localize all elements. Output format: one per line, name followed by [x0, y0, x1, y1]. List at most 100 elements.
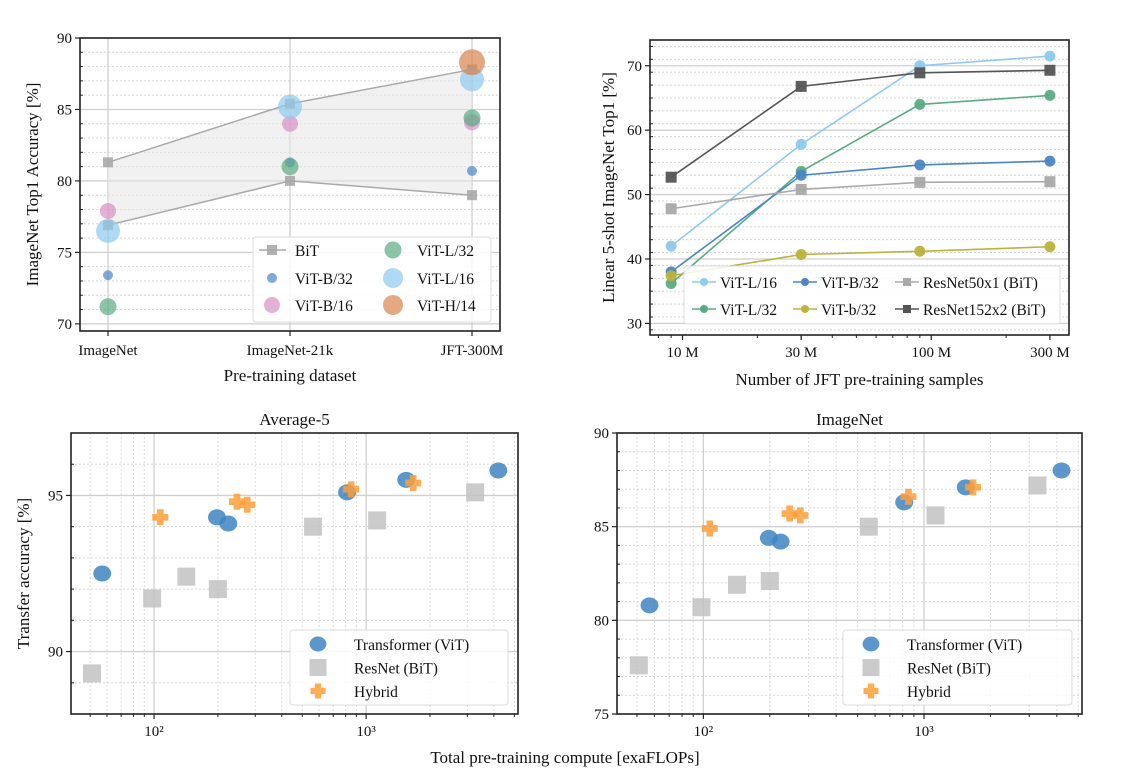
data-point — [665, 270, 677, 282]
x-axis-label: Number of JFT pre-training samples — [735, 370, 983, 389]
x-tick-label: 10³ — [914, 724, 934, 740]
data-point — [1044, 64, 1056, 76]
legend: ViT-L/16 ViT-B/32 ResNet50x1 (BiT) ViT-L/32… — [683, 265, 1061, 325]
legend-marker — [903, 305, 911, 313]
panel-title: Average-5 — [259, 410, 329, 429]
legend-marker — [801, 305, 809, 313]
panel-4: 75 80 85 90 10² 10³ ImageNet Transformer (ViT) R… — [594, 410, 1083, 740]
data-point — [665, 171, 677, 183]
legend-marker — [267, 245, 277, 255]
data-point-hybrid — [900, 488, 917, 505]
y-tick-label: 75 — [57, 245, 72, 261]
legend-marker — [383, 295, 403, 315]
data-point-vit-b-16 — [282, 115, 298, 132]
legend-label: ResNet50x1 (BiT) — [923, 275, 1038, 292]
data-point-transformer-vit- — [640, 597, 659, 614]
legend-label: ViT-b/32 — [821, 302, 876, 319]
series-line — [670, 94, 1050, 285]
data-point — [914, 98, 926, 110]
data-point-hybrid — [152, 509, 169, 526]
data-point — [795, 169, 807, 181]
legend-marker — [862, 636, 880, 652]
legend-marker — [863, 683, 879, 699]
panel-3: 90 95 10² 10³ Transfer accuracy [%] Average-5… — [14, 410, 519, 740]
legend-label: ViT-L/16 — [417, 271, 474, 288]
legend-marker — [801, 278, 809, 286]
data-point — [795, 80, 807, 92]
x-tick-label: 10² — [144, 724, 164, 740]
axes-frame — [649, 39, 1070, 336]
data-point-hybrid — [343, 481, 360, 498]
data-point-hybrid — [228, 493, 245, 510]
x-axis-label: Pre-training dataset — [224, 366, 357, 385]
legend-marker — [310, 683, 326, 699]
legend-label: ViT-L/32 — [720, 302, 777, 319]
x-tick-label: JFT-300M — [441, 343, 504, 359]
data-point-resnet-bit- — [926, 506, 945, 525]
data-point — [795, 248, 807, 260]
x-tick-label: 30 M — [785, 345, 817, 361]
legend-label: ViT-L/16 — [720, 275, 777, 292]
panel-1: 70 75 80 85 90 ImageNet ImageNet-21k JFT-300M Pr… — [23, 31, 503, 385]
panel-title: ImageNet — [816, 410, 883, 429]
legend-marker — [700, 305, 708, 313]
legend-marker — [862, 659, 880, 676]
data-point — [665, 203, 677, 215]
data-point — [665, 277, 677, 289]
legend-label: ViT-B/32 — [821, 275, 879, 292]
data-point-vit-b-16 — [100, 202, 116, 219]
data-point — [1044, 89, 1056, 101]
legend-label: Hybrid — [907, 684, 951, 701]
y-axis-label: Linear 5-shot ImageNet Top1 [%] — [599, 72, 618, 303]
data-point-resnet-bit- — [208, 580, 227, 599]
data-point — [914, 176, 926, 188]
x-tick-label: 10³ — [356, 724, 376, 740]
data-point-transformer-vit- — [489, 462, 508, 479]
legend-marker — [384, 241, 402, 259]
data-point-transformer-vit- — [771, 533, 790, 550]
legend: Transformer (ViT) ResNet (BiT) Hybrid — [289, 629, 509, 706]
y-tick-label: 30 — [627, 316, 642, 332]
legend-box — [683, 265, 1061, 325]
y-tick-label: 90 — [594, 426, 609, 442]
series-line — [670, 69, 1050, 178]
y-tick-label: 70 — [57, 317, 72, 333]
x-tick-label: 10 M — [666, 345, 698, 361]
data-point-vit-l-32 — [463, 109, 481, 127]
y-tick-label: 75 — [594, 707, 609, 723]
legend-label: ResNet (BiT) — [354, 661, 438, 678]
axes-frame — [70, 432, 519, 715]
bit-point — [103, 157, 113, 168]
legend-marker — [903, 278, 911, 286]
legend: Transformer (ViT) ResNet (BiT) Hybrid — [842, 629, 1073, 706]
legend-label: ViT-L/32 — [417, 243, 474, 260]
data-point-vit-l-16 — [96, 218, 120, 243]
legend-label: ViT-B/16 — [295, 298, 353, 315]
legend-label: ResNet152x2 (BiT) — [923, 302, 1046, 319]
legend-label: ViT-H/14 — [417, 298, 476, 315]
y-tick-label: 95 — [48, 488, 63, 504]
data-point — [1044, 176, 1056, 188]
data-point-resnet-bit- — [692, 598, 711, 617]
y-axis-label: Transfer accuracy [%] — [14, 498, 33, 649]
data-point-vit-b-32 — [103, 270, 113, 281]
series-line — [671, 245, 1050, 277]
axes-frame — [616, 432, 1083, 715]
data-point-resnet-bit- — [1028, 476, 1047, 495]
data-point — [665, 240, 677, 252]
y-tick-label: 60 — [627, 123, 642, 139]
data-point-hybrid — [701, 520, 718, 537]
series-line — [670, 160, 1050, 273]
shared-x-axis-label: Total pre-training compute [exaFLOPs] — [430, 748, 699, 767]
y-tick-label: 85 — [57, 102, 72, 118]
data-point-resnet-bit- — [629, 656, 648, 675]
y-tick-label: 85 — [594, 520, 609, 536]
data-point — [1044, 155, 1056, 167]
y-tick-label: 70 — [627, 59, 642, 75]
x-tick-label: ImageNet — [78, 343, 138, 359]
data-point-resnet-bit- — [760, 571, 779, 590]
data-point — [795, 183, 807, 195]
data-point-hybrid — [792, 507, 809, 524]
legend-label: Transformer (ViT) — [907, 637, 1022, 654]
